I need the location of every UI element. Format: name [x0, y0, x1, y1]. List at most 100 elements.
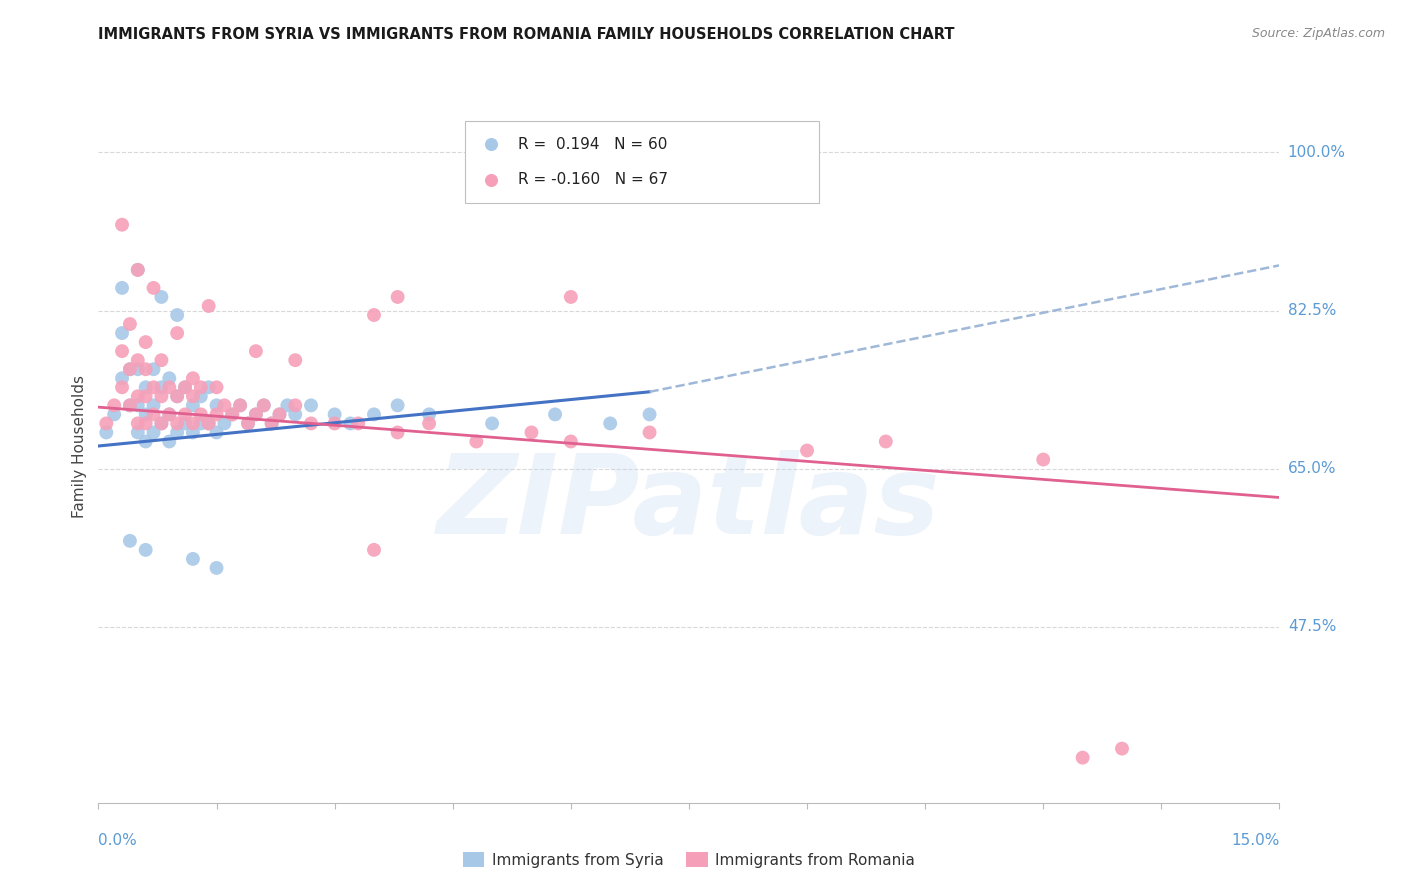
Point [205, 398, 228, 412]
Point [174, 417, 197, 431]
Point [166, 326, 188, 340]
Point [269, 408, 291, 422]
Point [197, 380, 219, 394]
Point [166, 417, 188, 431]
FancyBboxPatch shape [464, 121, 818, 203]
Point [166, 308, 188, 322]
Point [363, 542, 385, 557]
Point [111, 371, 134, 385]
Point [135, 389, 157, 403]
Point [197, 299, 219, 313]
Legend: Immigrants from Syria, Immigrants from Romania: Immigrants from Syria, Immigrants from R… [457, 846, 921, 873]
Text: 100.0%: 100.0% [1288, 145, 1346, 160]
Point [205, 380, 228, 394]
Point [166, 389, 188, 403]
Point [387, 290, 409, 304]
Point [363, 308, 385, 322]
Point [118, 398, 141, 412]
Y-axis label: Family Households: Family Households [72, 375, 87, 517]
Point [284, 408, 307, 422]
Point [418, 408, 440, 422]
Point [347, 417, 370, 431]
Point [127, 425, 149, 440]
Point [197, 417, 219, 431]
Point [142, 408, 165, 422]
Text: 47.5%: 47.5% [1288, 619, 1336, 634]
Point [127, 398, 149, 412]
Point [127, 362, 149, 376]
Point [1111, 741, 1133, 756]
Point [150, 353, 173, 368]
Point [111, 281, 134, 295]
Text: 65.0%: 65.0% [1288, 461, 1336, 476]
Point [118, 317, 141, 331]
Point [387, 425, 409, 440]
Point [190, 389, 212, 403]
Point [181, 371, 204, 385]
Point [127, 263, 149, 277]
Text: ZIPatlas: ZIPatlas [437, 450, 941, 557]
Point [323, 408, 346, 422]
Text: R = -0.160   N = 67: R = -0.160 N = 67 [517, 172, 668, 187]
Point [1032, 452, 1054, 467]
Point [174, 408, 197, 422]
Text: 82.5%: 82.5% [1288, 303, 1336, 318]
Point [544, 408, 567, 422]
Point [111, 344, 134, 359]
Point [166, 425, 188, 440]
Point [323, 417, 346, 431]
Point [135, 542, 157, 557]
Point [190, 417, 212, 431]
Point [118, 533, 141, 548]
Point [363, 408, 385, 422]
Point [96, 425, 118, 440]
Point [205, 425, 228, 440]
Point [127, 389, 149, 403]
Point [111, 218, 134, 232]
Point [260, 417, 283, 431]
Text: IMMIGRANTS FROM SYRIA VS IMMIGRANTS FROM ROMANIA FAMILY HOUSEHOLDS CORRELATION C: IMMIGRANTS FROM SYRIA VS IMMIGRANTS FROM… [98, 27, 955, 42]
Point [142, 398, 165, 412]
Point [481, 417, 503, 431]
Point [875, 434, 897, 449]
Point [638, 408, 661, 422]
Point [135, 434, 157, 449]
Point [150, 417, 173, 431]
Point [127, 263, 149, 277]
Point [103, 408, 125, 422]
Point [190, 380, 212, 394]
Point [284, 398, 307, 412]
Point [111, 326, 134, 340]
Point [205, 561, 228, 575]
Point [560, 434, 582, 449]
Point [181, 389, 204, 403]
Point [253, 398, 276, 412]
Point [221, 408, 243, 422]
Point [190, 408, 212, 422]
Point [127, 353, 149, 368]
Point [253, 398, 276, 412]
Point [150, 417, 173, 431]
Point [157, 434, 180, 449]
Point [520, 425, 543, 440]
Point [245, 408, 267, 422]
Point [269, 408, 291, 422]
Point [181, 398, 204, 412]
Text: 0.0%: 0.0% [98, 833, 138, 848]
Point [229, 398, 252, 412]
Point [103, 398, 125, 412]
Point [1071, 750, 1094, 764]
Point [111, 380, 134, 394]
Point [157, 408, 180, 422]
Point [127, 417, 149, 431]
Point [229, 398, 252, 412]
Point [118, 398, 141, 412]
Text: R =  0.194   N = 60: R = 0.194 N = 60 [517, 136, 666, 152]
Point [181, 425, 204, 440]
Point [142, 425, 165, 440]
Point [214, 417, 236, 431]
Point [418, 417, 440, 431]
Point [796, 443, 818, 458]
Point [245, 344, 267, 359]
Point [560, 290, 582, 304]
